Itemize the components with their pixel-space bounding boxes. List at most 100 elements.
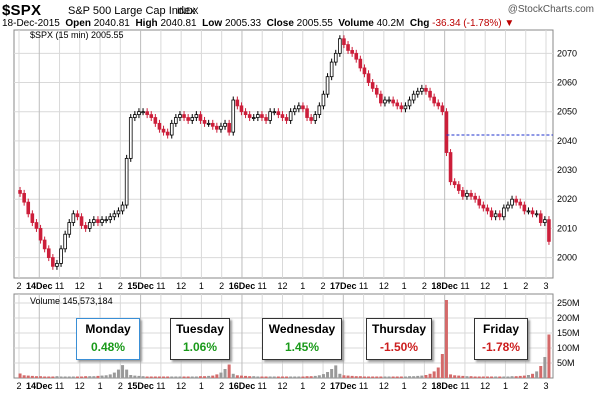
volume-bar xyxy=(338,373,342,378)
day-callout-pct: -1.78% xyxy=(481,340,521,354)
volume-bar xyxy=(256,376,260,378)
candle-body xyxy=(63,233,67,250)
volume-bar xyxy=(395,376,399,378)
candle-body xyxy=(239,105,244,113)
volume-bar xyxy=(449,374,453,378)
volume-bar xyxy=(481,376,485,378)
volume-x-tick-label: 2 xyxy=(16,381,21,391)
price-y-tick-label: 2000 xyxy=(557,253,577,263)
volume-x-tick-label: 1 xyxy=(503,381,508,391)
volume-bar xyxy=(207,375,211,378)
candle-body xyxy=(169,122,174,136)
day-callout: Tuesday 1.06% xyxy=(170,318,230,360)
volume-bar xyxy=(387,376,391,378)
volume-y-tick-label: 200M xyxy=(557,313,580,323)
candle-body xyxy=(485,207,490,212)
volume-x-tick-label: 1 xyxy=(300,381,305,391)
volume-legend: Volume 145,573,184 xyxy=(30,296,113,306)
volume-value: 40.2M xyxy=(376,18,405,29)
volume-bar xyxy=(342,375,346,378)
low-label: Low xyxy=(202,18,223,29)
volume-bar xyxy=(100,375,104,378)
price-x-tick-label: 12 xyxy=(379,281,389,291)
price-y-tick-label: 2010 xyxy=(557,223,577,233)
candle-body xyxy=(432,96,436,104)
candle-body xyxy=(202,120,207,124)
volume-bar xyxy=(276,376,280,378)
volume-bar xyxy=(26,375,30,378)
volume-x-tick-label: 1 xyxy=(98,381,103,391)
candle-body xyxy=(128,117,133,159)
chg-label: Chg xyxy=(409,18,430,29)
candle-body xyxy=(71,213,76,223)
volume-bar xyxy=(432,371,436,378)
candle-body xyxy=(46,248,51,258)
low-value: 2005.33 xyxy=(224,18,262,29)
price-x-tick-label: 1 xyxy=(402,281,407,291)
volume-bar xyxy=(137,375,141,378)
down-arrow-icon: ▼ xyxy=(504,18,515,29)
volume-bar xyxy=(494,376,498,378)
candle-body xyxy=(465,192,469,197)
candle-body xyxy=(182,114,186,118)
candle-body xyxy=(264,117,268,121)
volume-bar xyxy=(371,376,375,378)
volume-bar xyxy=(231,373,235,378)
exchange: INDX xyxy=(177,6,199,16)
volume-bar xyxy=(178,376,182,378)
volume-x-tick-label: 11 xyxy=(359,381,368,391)
candle-body xyxy=(428,90,432,98)
candle-body xyxy=(547,219,551,242)
candle-body xyxy=(194,114,199,118)
volume-x-tick-label: 12 xyxy=(277,381,287,391)
volume-x-tick-label: 2 xyxy=(118,381,123,391)
volume-y-tick-label: 50M xyxy=(557,358,575,368)
quote-line: 18-Dec-2015 Open 2040.81 High 2040.81 Lo… xyxy=(2,18,514,29)
volume-bar xyxy=(334,365,338,378)
candle-body xyxy=(346,44,350,51)
volume-bar xyxy=(301,376,305,378)
candle-body xyxy=(280,114,285,118)
volume-bar xyxy=(121,365,125,378)
candle-body xyxy=(108,216,113,221)
volume-bar xyxy=(428,373,432,378)
candle-body xyxy=(120,204,125,212)
candle-body xyxy=(366,73,371,83)
brand-logo[interactable]: @StockCharts.com xyxy=(507,4,594,15)
volume-bar xyxy=(313,375,317,378)
volume-x-tick-label: 11 xyxy=(55,381,64,391)
volume-bar xyxy=(293,376,297,378)
candle-body xyxy=(243,111,248,116)
candle-body xyxy=(18,190,22,194)
candle-body xyxy=(83,225,88,229)
price-legend: $SPX (15 min) 2005.55 xyxy=(30,30,124,40)
candle-body xyxy=(227,122,231,133)
candle-body xyxy=(288,111,293,121)
candle-body xyxy=(543,219,547,223)
candle-body xyxy=(477,198,482,206)
price-x-tick-label: 14Dec xyxy=(26,281,53,291)
volume-bar xyxy=(157,376,161,378)
volume-x-tick-label: 11 xyxy=(258,381,267,391)
volume-bar xyxy=(39,376,43,378)
volume-bar xyxy=(346,375,350,378)
high-label: High xyxy=(135,18,158,29)
volume-bar xyxy=(149,376,153,378)
candle-body xyxy=(338,38,342,54)
volume-bar xyxy=(22,375,26,378)
volume-bar xyxy=(125,369,129,378)
candle-body xyxy=(469,192,473,197)
candle-body xyxy=(34,222,39,229)
price-x-tick-label: 2 xyxy=(219,281,224,291)
candle-body xyxy=(538,213,543,223)
candle-body xyxy=(321,93,326,107)
day-callout: Wednesday 1.45% xyxy=(262,318,342,360)
candle-body xyxy=(309,117,313,121)
volume-bar xyxy=(92,376,96,378)
candle-body xyxy=(411,93,416,101)
volume-bar xyxy=(309,376,313,378)
candle-body xyxy=(379,93,383,104)
volume-bar xyxy=(260,376,264,378)
candle-body xyxy=(526,210,531,213)
open-label: Open xyxy=(65,18,91,29)
